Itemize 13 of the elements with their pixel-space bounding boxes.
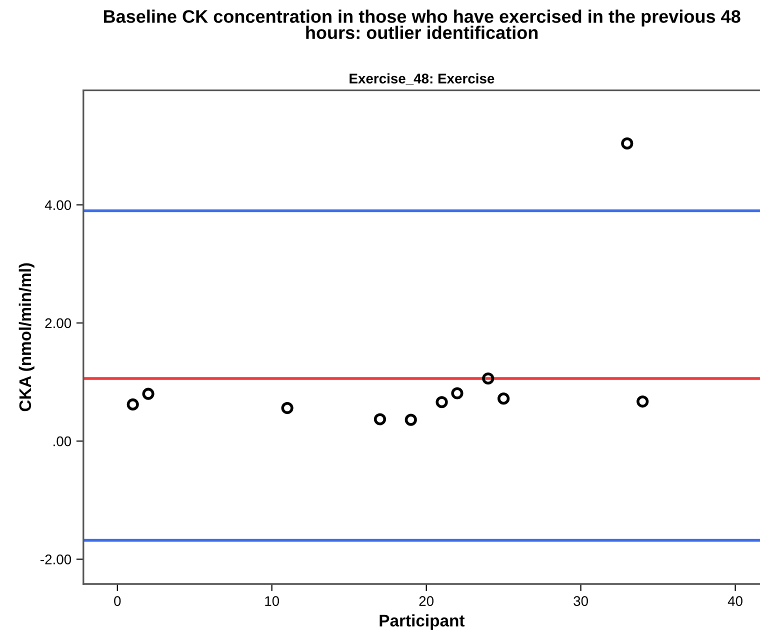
y-tick-label: -2.00: [40, 554, 72, 564]
x-tick-label: 20: [419, 596, 434, 606]
x-tick-label: 10: [265, 596, 280, 606]
x-tick-label: 30: [574, 596, 588, 606]
y-axis-title: CKA (nmol/min/ml): [18, 263, 34, 412]
chart-title: Baseline CK concentration in those who have exercised in the previous 48 hours: outlier identification: [104, 10, 740, 40]
chart-subtitle: Exercise_48: Exercise: [350, 73, 494, 86]
y-tick-label: .00: [54, 436, 72, 446]
y-tick-label: 4.00: [44, 200, 72, 210]
x-tick-label: 0: [114, 596, 121, 606]
x-tick-label: 40: [728, 596, 742, 606]
x-axis-title: Participant: [380, 614, 465, 630]
y-tick-label: 2.00: [45, 318, 72, 328]
